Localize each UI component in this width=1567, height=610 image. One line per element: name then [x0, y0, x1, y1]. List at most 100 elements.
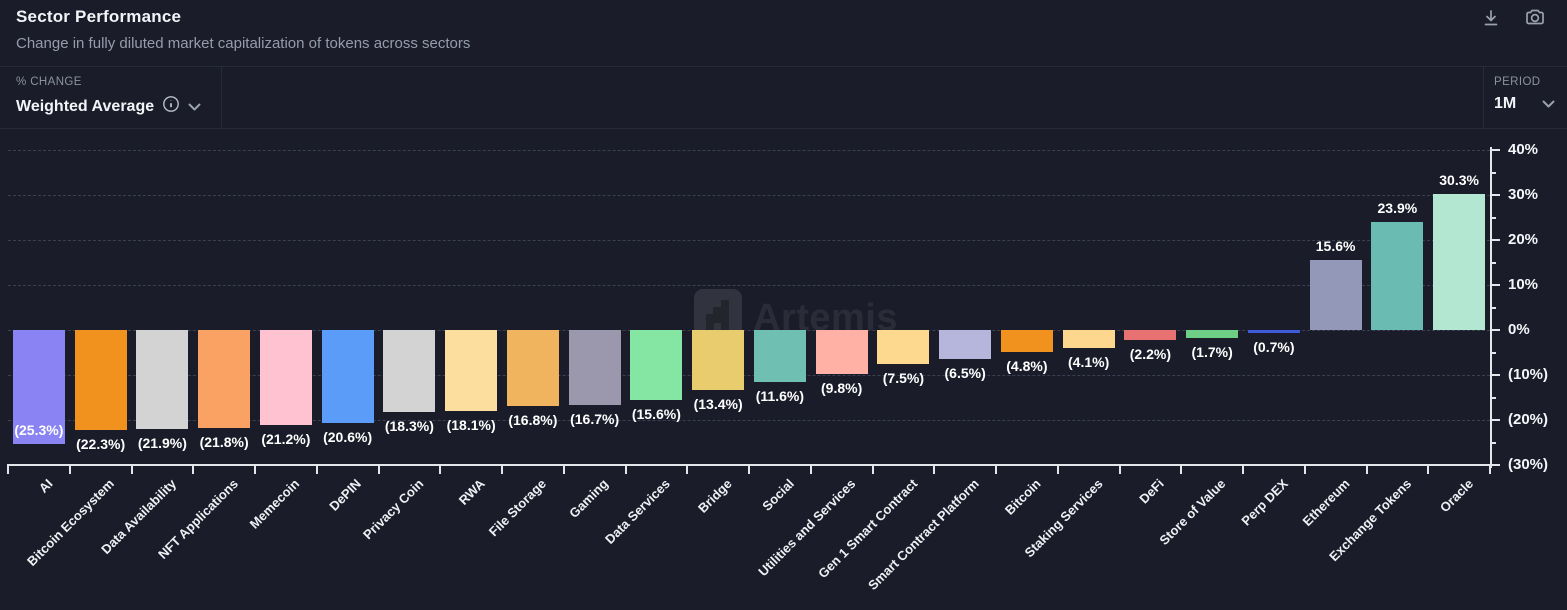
x-axis-tick: [871, 466, 874, 474]
bar-value-label: (16.7%): [570, 411, 620, 428]
camera-button[interactable]: [1520, 4, 1550, 34]
bar-oracle[interactable]: [1433, 193, 1486, 330]
x-axis-tick: [7, 466, 9, 474]
bar-bitcoin[interactable]: [1000, 330, 1053, 352]
y-axis-tick: [1491, 329, 1500, 331]
period-dropdown[interactable]: PERIOD 1M: [1483, 67, 1567, 128]
y-axis-minor-tick: [1491, 306, 1496, 309]
y-axis-minor-tick: [1491, 171, 1496, 174]
period-label: PERIOD: [1494, 76, 1541, 88]
y-axis-minor-tick: [1491, 216, 1496, 219]
x-axis-label: Data Services: [602, 476, 673, 547]
y-axis-minor-tick: [1491, 351, 1496, 354]
bar-value-label: (22.3%): [76, 436, 126, 453]
bar-gaming[interactable]: [568, 330, 621, 406]
bar-data-availability[interactable]: [136, 330, 189, 429]
bar-utilities-and-services[interactable]: [815, 330, 868, 375]
x-axis-tick: [624, 466, 627, 474]
x-axis-label: Store of Value: [1156, 476, 1229, 548]
bar-value-label: (15.6%): [631, 406, 681, 423]
x-axis-tick: [439, 466, 442, 474]
x-axis-tick: [995, 466, 997, 474]
y-axis-minor-tick: [1491, 261, 1496, 264]
bar-file-storage[interactable]: [506, 330, 559, 406]
y-axis-label: 30%: [1508, 186, 1539, 203]
bar-staking-services[interactable]: [1062, 330, 1115, 349]
chevron-down-icon[interactable]: [1542, 95, 1555, 113]
bar-value-label: (9.8%): [821, 380, 863, 397]
x-axis-label: File Storage: [486, 476, 550, 540]
bar-value-label: (2.2%): [1129, 345, 1171, 362]
bar-value-label: (18.1%): [446, 417, 496, 434]
gridline: [8, 285, 1490, 286]
x-axis-label: AI: [35, 476, 56, 496]
x-axis-tick: [1489, 466, 1491, 474]
x-axis-label: Smart Contract Platform: [864, 476, 982, 593]
bar-bitcoin-ecosystem[interactable]: [74, 330, 127, 431]
page-title: Sector Performance: [16, 7, 182, 26]
x-axis: [7, 464, 1492, 466]
bar-smart-contract-platform[interactable]: [939, 330, 992, 360]
y-axis-tick: [1491, 419, 1500, 421]
bar-defi[interactable]: [1124, 330, 1177, 340]
bar-data-services[interactable]: [630, 330, 683, 401]
gridline: [8, 375, 1490, 376]
x-axis-label: Bridge: [695, 476, 735, 516]
bar-perp-dex[interactable]: [1247, 330, 1300, 334]
x-axis-tick: [254, 466, 256, 474]
bar-exchange-tokens[interactable]: [1371, 222, 1424, 330]
bar-store-of-value[interactable]: [1186, 330, 1239, 338]
x-axis-tick: [501, 466, 503, 474]
x-axis-tick: [686, 466, 689, 474]
bar-value-label: (6.5%): [944, 365, 986, 382]
bar-bridge[interactable]: [692, 330, 745, 391]
change-metric-label: % CHANGE: [16, 76, 82, 88]
x-axis-label: RWA: [455, 476, 488, 508]
x-axis-tick: [809, 466, 812, 474]
x-axis-label: Privacy Coin: [359, 476, 426, 543]
bar-value-label: (16.8%): [508, 411, 558, 428]
bar-value-label: (4.8%): [1006, 357, 1048, 374]
x-axis-label: Bitcoin: [1001, 476, 1044, 518]
bar-nft-applications[interactable]: [198, 330, 251, 429]
camera-icon: [1524, 7, 1546, 32]
x-axis-tick: [1365, 466, 1368, 474]
bar-value-label: (1.7%): [1191, 343, 1233, 360]
bar-value-label: (0.7%): [1253, 339, 1295, 356]
y-axis-minor-tick: [1491, 441, 1496, 444]
x-axis-label: Oracle: [1436, 476, 1476, 516]
download-button[interactable]: [1476, 4, 1506, 34]
filter-bar: % CHANGE Weighted Average PERIOD 1M: [0, 66, 1567, 129]
period-value: 1M: [1494, 95, 1517, 112]
y-axis-minor-tick: [1491, 396, 1496, 399]
x-axis-tick: [1056, 466, 1059, 474]
gridline: [8, 150, 1490, 151]
bar-value-label: (25.3%): [14, 421, 64, 438]
bar-memecoin[interactable]: [259, 330, 312, 426]
x-axis-tick: [315, 466, 318, 474]
page-subtitle: Change in fully diluted market capitaliz…: [16, 35, 471, 52]
x-axis-label: Memecoin: [246, 476, 303, 532]
bar-social[interactable]: [753, 330, 806, 383]
change-metric-dropdown[interactable]: % CHANGE Weighted Average: [0, 67, 222, 128]
bar-rwa[interactable]: [445, 330, 498, 412]
info-icon[interactable]: [162, 95, 180, 118]
x-axis-tick: [748, 466, 750, 474]
x-axis-label: Gaming: [566, 476, 612, 521]
bar-ai[interactable]: [12, 330, 65, 444]
x-axis-tick: [1180, 466, 1183, 474]
y-axis-label: 10%: [1508, 276, 1539, 293]
y-axis-tick: [1491, 284, 1500, 286]
bar-value-label: (7.5%): [882, 369, 924, 386]
bar-privacy-coin[interactable]: [383, 330, 436, 413]
y-axis-label: 20%: [1508, 231, 1539, 248]
y-axis-tick: [1491, 149, 1500, 151]
bar-depin[interactable]: [321, 330, 374, 423]
chevron-down-icon[interactable]: [188, 98, 201, 116]
bar-ethereum[interactable]: [1309, 259, 1362, 330]
x-axis-tick: [130, 466, 133, 474]
bar-gen-1-smart-contract[interactable]: [877, 330, 930, 364]
bar-value-label: (21.2%): [261, 431, 311, 448]
y-axis-label: (30%): [1508, 456, 1549, 473]
